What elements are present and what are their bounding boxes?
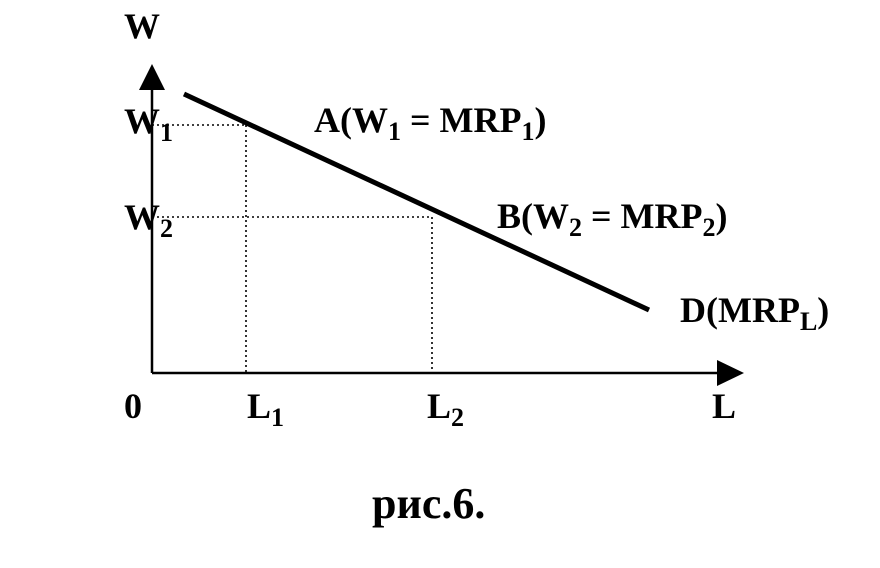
subscript: 1: [521, 117, 534, 146]
text: A(W: [314, 100, 388, 140]
label-w1: W1: [124, 101, 173, 147]
subscript: 1: [271, 403, 284, 432]
subscript: L: [800, 307, 817, 336]
label-w2: W2: [124, 197, 173, 243]
label-l1: L1: [247, 386, 284, 432]
text: ): [715, 196, 727, 236]
y-arrow: [139, 64, 165, 90]
text: D(MRP: [680, 290, 800, 330]
text: рис.6.: [372, 479, 485, 528]
text: 0: [124, 386, 142, 426]
x-arrow: [717, 360, 744, 386]
subscript: 1: [160, 118, 173, 147]
subscript: 2: [451, 403, 464, 432]
text: W: [124, 6, 160, 46]
label-demand: D(MRPL): [680, 290, 829, 336]
demand-line: [182, 91, 651, 313]
subscript: 2: [569, 213, 582, 242]
text: W: [124, 197, 160, 237]
label-origin: 0: [124, 386, 142, 426]
text: B(W: [497, 196, 569, 236]
text: = MRP: [401, 100, 521, 140]
subscript: 2: [702, 213, 715, 242]
label-x-axis: L: [712, 386, 736, 426]
label-caption: рис.6.: [372, 479, 485, 528]
label-point-a: A(W1 = MRP1): [314, 100, 546, 146]
subscript: 1: [388, 117, 401, 146]
label-l2: L2: [427, 386, 464, 432]
label-point-b: B(W2 = MRP2): [497, 196, 727, 242]
guides: [152, 124, 433, 373]
text: = MRP: [582, 196, 702, 236]
text: ): [534, 100, 546, 140]
text: ): [817, 290, 829, 330]
label-y-axis: W: [124, 6, 160, 46]
text: L: [427, 386, 451, 426]
subscript: 2: [160, 214, 173, 243]
text: W: [124, 101, 160, 141]
text: L: [712, 386, 736, 426]
text: L: [247, 386, 271, 426]
